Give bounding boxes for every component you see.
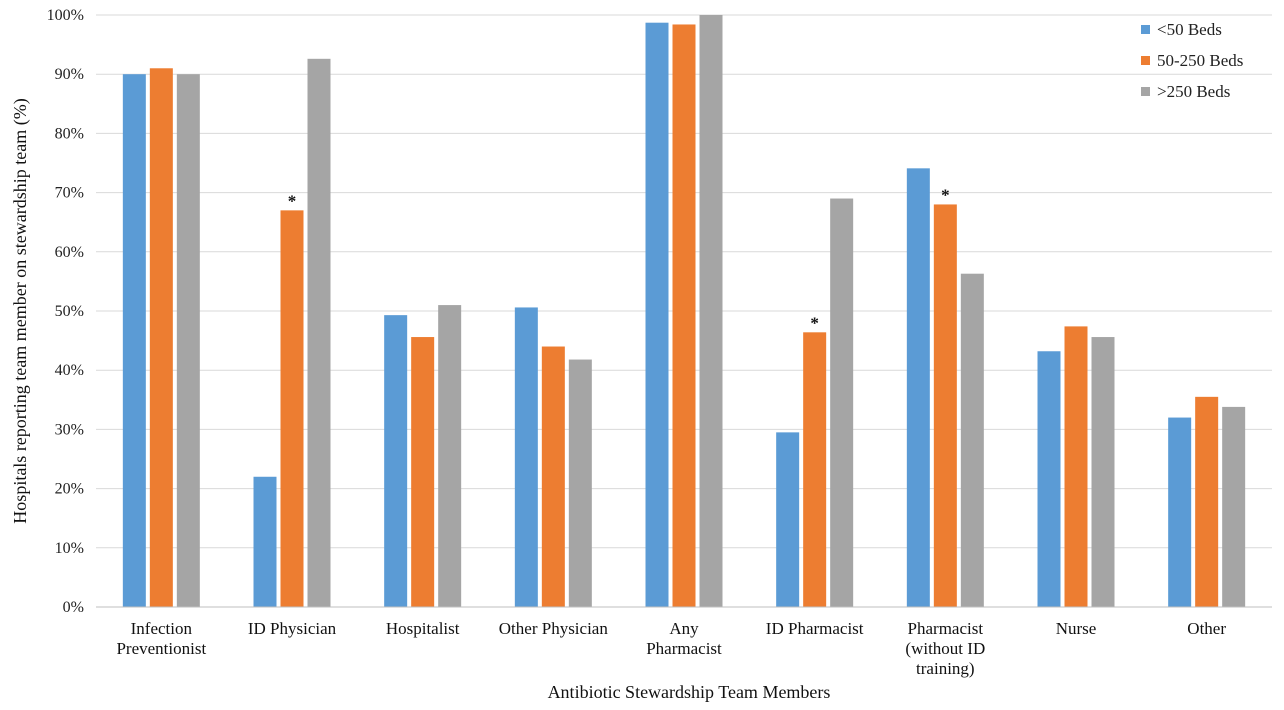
significance-marker: * [810, 313, 819, 332]
bar [803, 332, 827, 607]
legend-label: 50-250 Beds [1157, 51, 1243, 70]
y-tick-label: 50% [55, 303, 84, 320]
x-axis-title: Antibiotic Stewardship Team Members [548, 682, 831, 702]
annotations: * * * [288, 185, 950, 332]
bar [122, 74, 146, 607]
bar [307, 58, 331, 608]
y-tick-label: 0% [63, 599, 84, 616]
bar [384, 315, 408, 607]
bar [1222, 406, 1246, 607]
bar [438, 305, 462, 607]
bar [1037, 351, 1061, 607]
y-tick-label: 70% [55, 185, 84, 202]
x-tick-label: ID Pharmacist [766, 619, 864, 638]
y-axis-ticks: 0% 10% 20% 30% 40% 50% 60% 70% 80% 90% 100% [47, 7, 84, 616]
significance-marker: * [288, 191, 297, 210]
bar [645, 22, 669, 608]
legend-label: <50 Beds [1157, 20, 1222, 39]
legend-swatch [1141, 87, 1150, 96]
y-tick-label: 20% [55, 481, 84, 498]
bar [411, 337, 435, 607]
legend-label: >250 Beds [1157, 82, 1230, 101]
x-tick-label: Nurse [1056, 619, 1097, 638]
bar [906, 168, 930, 607]
x-tick-label: Hospitalist [386, 619, 460, 638]
x-tick-label: Other [1187, 619, 1226, 638]
bar [541, 346, 565, 607]
bar [149, 68, 173, 607]
x-tick-label: Any Pharmacist [646, 619, 722, 658]
bar [1064, 326, 1088, 607]
y-axis-title: Hospitals reporting team member on stewa… [10, 98, 31, 523]
bar [1091, 337, 1115, 607]
bar [699, 15, 723, 607]
bar [253, 476, 277, 607]
bar [568, 359, 592, 607]
bar [514, 307, 538, 607]
legend-swatch [1141, 25, 1150, 34]
legend-swatch [1141, 56, 1150, 65]
bar [176, 74, 200, 607]
bar [960, 273, 984, 607]
y-tick-label: 30% [55, 421, 84, 438]
significance-marker: * [941, 185, 950, 204]
x-tick-label: Infection Preventionist [116, 619, 206, 658]
bars [122, 15, 1246, 608]
bar [672, 24, 696, 608]
x-tick-label: Other Physician [499, 619, 609, 638]
y-tick-label: 40% [55, 362, 84, 379]
y-tick-label: 60% [55, 244, 84, 261]
x-axis-category-labels: Infection Preventionist ID Physician Hospit… [116, 619, 1226, 678]
y-tick-label: 80% [55, 125, 84, 142]
y-tick-label: 90% [55, 66, 84, 83]
bar [1168, 417, 1192, 607]
bar [933, 204, 957, 607]
x-tick-label: Pharmacist (without ID training) [905, 619, 985, 678]
bar [776, 432, 800, 607]
bar [1195, 396, 1219, 607]
y-tick-label: 10% [55, 540, 84, 557]
x-tick-label: ID Physician [248, 619, 337, 638]
legend: <50 Beds 50-250 Beds >250 Beds [1141, 20, 1243, 101]
bar [280, 210, 304, 608]
bar [830, 198, 854, 607]
y-tick-label: 100% [47, 7, 84, 24]
